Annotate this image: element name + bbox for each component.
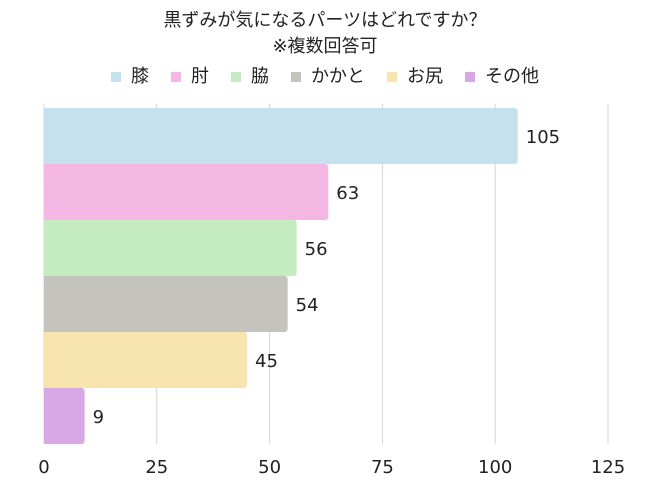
bar (44, 388, 85, 444)
bar (44, 164, 329, 220)
data-label: 45 (255, 351, 278, 372)
legend-item: 肘 (171, 66, 209, 88)
bar-edge (44, 108, 48, 164)
legend-item: その他 (465, 66, 539, 88)
legend-label: その他 (485, 66, 539, 87)
data-label: 54 (296, 295, 319, 316)
data-label: 9 (93, 407, 104, 428)
legend-label: かかと (311, 66, 365, 87)
chart-subtitle: ※複数回答可 (272, 36, 378, 57)
x-tick-label: 100 (478, 457, 512, 478)
legend-swatch (111, 72, 121, 82)
legend-item: 脇 (231, 66, 269, 88)
bar (44, 220, 297, 276)
legend-label: お尻 (407, 66, 443, 87)
legend-label: 肘 (191, 66, 209, 87)
chart-title: 黒ずみが気になるパーツはどれですか？ (163, 10, 487, 31)
bar (44, 276, 288, 332)
x-tick-label: 25 (145, 457, 168, 478)
legend-swatch (465, 72, 475, 82)
legend-swatch (171, 72, 181, 82)
legend-label: 膝 (131, 66, 149, 87)
bar-edge (44, 220, 48, 276)
x-tick-label: 0 (38, 457, 49, 478)
legend-item: 膝 (111, 66, 149, 88)
legend-swatch (231, 72, 241, 82)
legend-item: かかと (291, 66, 365, 88)
bar-edge (44, 164, 48, 220)
x-tick-label: 125 (591, 457, 625, 478)
bar-edge (44, 388, 48, 444)
bar-edge (44, 276, 48, 332)
legend-swatch (387, 72, 397, 82)
x-tick-label: 50 (258, 457, 281, 478)
legend-label: 脇 (251, 66, 269, 87)
legend-swatch (291, 72, 301, 82)
legend-item: お尻 (387, 66, 443, 88)
bar (44, 108, 518, 164)
data-label: 105 (526, 127, 560, 148)
x-tick-label: 75 (371, 457, 394, 478)
bar (44, 332, 248, 388)
chart-legend: 膝 肘 脇 かかと お尻 その他 (0, 66, 650, 88)
data-label: 56 (305, 239, 328, 260)
bar-edge (44, 332, 48, 388)
data-label: 63 (336, 183, 359, 204)
